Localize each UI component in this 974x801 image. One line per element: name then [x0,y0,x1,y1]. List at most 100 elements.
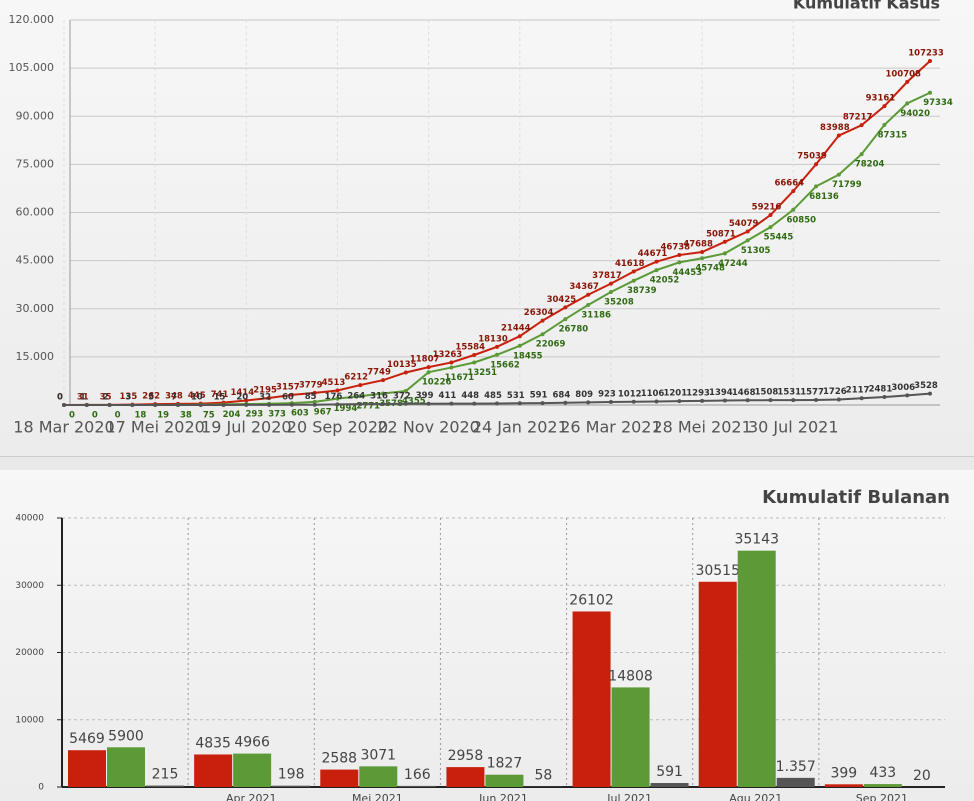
data-label: 1.357 [776,759,816,775]
y-tick-label: 105.000 [9,61,55,74]
data-label: 15 [214,392,226,402]
point [495,352,499,357]
point [381,378,386,383]
data-label: 2588 [321,751,357,767]
data-label: 26780 [559,325,589,335]
point [745,398,750,403]
point [631,399,636,404]
point [381,391,386,396]
data-label: 684 [552,390,570,400]
data-label: 46738 [661,243,691,253]
y-tick-label: 15.000 [16,350,55,363]
data-label: 3157 [276,382,300,392]
data-label: 348 [165,391,183,401]
data-label: 94020 [900,109,930,119]
point [836,397,841,402]
point [631,278,636,283]
data-label: 0 [57,393,63,403]
data-label: 38 [180,410,192,420]
point [882,104,887,109]
card: Kumulatif Kasus 15.000 30.000 45.000 60.000… [0,0,974,457]
data-label: 445 [188,391,206,401]
data-label: 1508 [755,388,779,398]
point [768,225,773,230]
x-tick-label: 28 Mei 2021 [652,418,751,437]
data-label: 38739 [627,286,657,296]
data-label: 18 [134,410,146,420]
point [608,400,613,405]
data-label: 2117 [846,386,870,396]
data-label: 41618 [615,259,645,269]
point [153,402,158,407]
data-label: 3528 [914,381,938,391]
data-label: 100708 [885,69,921,79]
data-label: 591 [656,764,683,780]
x-tick-label: Jun 2021 [478,792,528,801]
point [449,360,454,365]
point [608,281,613,286]
chart: Kumulatif Kasus 15.000 30.000 45.000 60.000… [9,0,953,437]
point [381,401,386,406]
point [654,399,659,404]
bar [107,747,145,787]
point [722,239,727,244]
bar [698,581,737,787]
point [426,370,431,375]
point [882,122,887,127]
bar [824,784,863,787]
data-label: 2195 [253,385,277,395]
line [64,91,931,406]
y-tick-label: 10000 [15,715,44,725]
point [358,383,363,388]
point [677,399,682,404]
data-label: 531 [507,391,525,401]
y-tick-label: 45.000 [16,254,55,267]
bar [233,753,272,787]
data-label: 1531 [777,388,801,398]
data-label: 45748 [695,264,725,274]
point [722,398,727,403]
x-tick-label: Agu 2021 [729,792,782,801]
point [791,398,796,403]
data-label: 18130 [478,334,508,344]
data-label: 215 [152,767,179,783]
point [859,123,864,128]
point [928,90,932,95]
point [403,401,408,406]
x-tick-label: 19 Jul 2020 [201,418,292,437]
point [745,229,750,234]
data-label: 18455 [513,351,543,361]
bar [737,550,776,787]
data-label: 47244 [718,259,748,269]
data-label: 3071 [360,747,396,763]
data-label: 37817 [592,271,622,281]
y-tick-label: 120.000 [9,13,55,26]
point [586,400,591,405]
data-label: 47688 [683,240,713,250]
data-label: 1994 [334,404,358,414]
data-label: 0 [115,411,121,421]
data-label: 1394 [709,388,733,398]
data-label: 741 [211,390,229,400]
y-tick-label: 20000 [15,648,44,658]
x-tick-label: 30 Jul 2021 [748,418,839,437]
data-label: 264 [347,392,365,402]
y-tick-label: 75.000 [16,157,55,170]
point [905,393,910,398]
point [335,388,340,393]
point [198,402,203,407]
card: Kumulatif Bulanan 0 10000 20000 30000 40000 A… [0,470,974,801]
data-label: 923 [598,390,616,400]
data-label: 6212 [344,373,368,383]
data-label: 2771 [356,402,380,412]
y-tick-label: 30.000 [16,302,55,315]
data-label: 26102 [569,592,614,608]
chart-title: Kumulatif Bulanan [762,487,950,508]
data-label: 60 [282,392,294,402]
point [859,152,864,157]
data-label: 293 [245,410,263,420]
point [814,184,819,189]
data-label: 3 [125,392,131,402]
data-label: 448 [461,391,479,401]
